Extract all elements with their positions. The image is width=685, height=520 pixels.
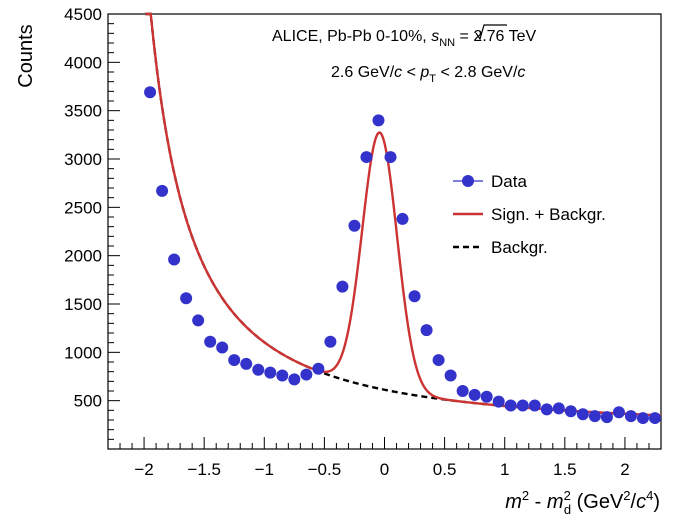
legend-item-background: Backgr. — [453, 238, 548, 257]
axis-ticks — [107, 13, 662, 449]
data-point — [252, 363, 265, 376]
data-point — [240, 357, 253, 370]
data-point — [288, 373, 301, 386]
legend-item-fit: Sign. + Backgr. — [453, 205, 606, 224]
legend: Data Sign. + Backgr. Backgr. — [453, 172, 606, 257]
x-tick-label: 1.5 — [553, 460, 577, 479]
x-tick-label: −1 — [255, 460, 274, 479]
data-point — [336, 280, 349, 293]
tick-labels: −2 −1.5 −1 −0.5 0 0.5 1 1.5 25001000150020002500… — [64, 5, 629, 479]
data-point — [408, 290, 421, 303]
y-tick-label: 3500 — [64, 102, 102, 121]
legend-label-data: Data — [491, 172, 527, 191]
y-tick-label: 500 — [74, 392, 102, 411]
data-points — [144, 86, 661, 425]
data-point — [276, 369, 289, 382]
data-point — [264, 366, 277, 379]
data-point — [600, 411, 613, 424]
y-tick-label: 2500 — [64, 198, 102, 217]
x-tick-label: −2 — [134, 460, 153, 479]
data-point — [372, 114, 385, 127]
legend-label-background: Backgr. — [491, 238, 548, 257]
data-point — [576, 408, 589, 421]
y-axis-title: Counts — [15, 24, 37, 87]
legend-label-fit: Sign. + Backgr. — [491, 205, 606, 224]
x-tick-label: 0.5 — [433, 460, 457, 479]
x-axis-title: m2 - m2 d (GeV2/c4) — [505, 488, 660, 517]
data-point — [216, 341, 229, 354]
data-point — [420, 324, 433, 337]
data-point — [648, 412, 661, 425]
x-tick-label: 2 — [620, 460, 629, 479]
data-point — [300, 368, 313, 381]
data-point — [348, 219, 361, 232]
data-point — [636, 412, 649, 425]
y-tick-label: 4500 — [64, 5, 102, 24]
data-point — [156, 184, 169, 197]
data-point — [204, 335, 217, 348]
data-point — [516, 399, 529, 412]
data-point — [564, 405, 577, 418]
y-tick-label: 1000 — [64, 343, 102, 362]
legend-item-data: Data — [453, 172, 527, 191]
data-point — [552, 402, 565, 415]
data-point — [540, 403, 553, 416]
data-point — [612, 406, 625, 419]
data-point — [492, 395, 505, 408]
sqrt-sign — [475, 24, 507, 41]
data-point — [360, 151, 373, 164]
y-tick-label: 2000 — [64, 247, 102, 266]
data-point — [180, 292, 193, 305]
data-point — [528, 399, 541, 412]
y-tick-label: 3000 — [64, 150, 102, 169]
data-point — [588, 410, 601, 423]
x-tick-label: −0.5 — [308, 460, 342, 479]
data-point — [456, 385, 469, 397]
annotation-line2: 2.6 GeV/c < pT < 2.8 GeV/c — [331, 64, 525, 85]
data-point — [396, 212, 409, 225]
data-point — [192, 314, 205, 327]
annotation-line1: ALICE, Pb-Pb 0-10%, sNN = 2.76 TeV — [272, 28, 537, 49]
data-point — [168, 253, 181, 266]
data-point — [444, 369, 457, 382]
data-point — [144, 86, 157, 99]
data-point — [312, 362, 325, 375]
x-tick-label: 1 — [500, 460, 509, 479]
data-point — [480, 390, 493, 403]
data-point — [624, 410, 637, 423]
data-point — [504, 399, 517, 412]
x-tick-label: −1.5 — [187, 460, 221, 479]
data-point — [384, 151, 397, 164]
data-point — [228, 354, 241, 367]
y-tick-label: 4000 — [64, 53, 102, 72]
x-tick-label: 0 — [380, 460, 389, 479]
data-point — [432, 354, 445, 367]
data-point — [468, 388, 481, 401]
data-point — [324, 335, 337, 348]
y-tick-label: 1500 — [64, 295, 102, 314]
